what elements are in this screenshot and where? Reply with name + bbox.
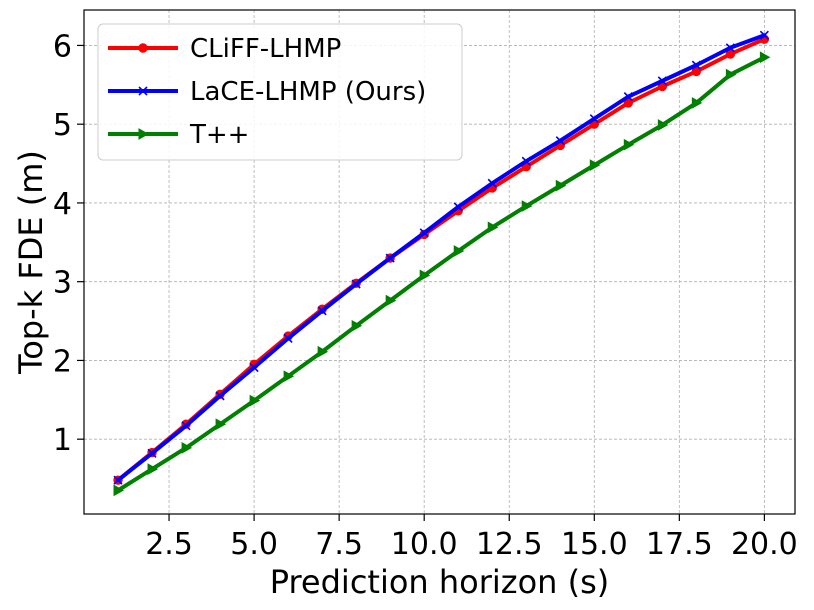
data-point bbox=[759, 51, 771, 64]
y-tick-label: 3 bbox=[53, 266, 72, 301]
data-point bbox=[385, 294, 397, 307]
data-point bbox=[521, 156, 531, 166]
x-tick-label: 10.0 bbox=[391, 527, 458, 562]
x-tick-label: 2.5 bbox=[145, 527, 193, 562]
series-line bbox=[116, 55, 767, 493]
data-point bbox=[453, 245, 465, 257]
data-point bbox=[725, 43, 735, 53]
legend-label: T++ bbox=[189, 120, 249, 150]
data-point bbox=[555, 136, 565, 146]
data-point bbox=[589, 114, 599, 124]
data-point bbox=[113, 484, 125, 497]
legend: CLiFF-LHMP LaCE-LHMP (Ours) T++ bbox=[97, 23, 463, 161]
data-point bbox=[419, 228, 429, 238]
data-point bbox=[317, 345, 329, 358]
data-point bbox=[453, 202, 463, 212]
series-lace-lhmp-ours bbox=[113, 30, 769, 485]
data-point bbox=[147, 463, 159, 475]
legend-label: LaCE-LHMP (Ours) bbox=[190, 77, 426, 107]
data-point bbox=[215, 418, 227, 431]
y-tick-label: 5 bbox=[53, 108, 72, 143]
data-point bbox=[283, 370, 295, 383]
x-tick-label: 20.0 bbox=[731, 527, 798, 562]
data-point bbox=[317, 306, 327, 316]
legend-marker bbox=[138, 128, 150, 140]
y-tick-label: 4 bbox=[53, 187, 72, 222]
legend-frame bbox=[97, 23, 463, 161]
x-tick-label: 5.0 bbox=[230, 527, 278, 562]
data-point bbox=[351, 319, 363, 332]
data-point bbox=[113, 475, 123, 485]
data-point bbox=[249, 394, 261, 407]
data-point bbox=[691, 97, 703, 109]
data-point bbox=[181, 442, 193, 454]
legend-entry: T++ bbox=[108, 120, 249, 150]
data-point bbox=[385, 253, 395, 263]
legend-label: CLiFF-LHMP bbox=[190, 34, 341, 64]
data-point bbox=[215, 391, 225, 401]
series-line bbox=[116, 33, 767, 483]
data-point bbox=[147, 448, 157, 458]
data-point bbox=[589, 159, 601, 171]
data-point bbox=[657, 119, 669, 131]
data-point bbox=[283, 333, 293, 343]
x-tick-label: 12.5 bbox=[476, 527, 543, 562]
data-point bbox=[419, 269, 431, 282]
legend-marker bbox=[138, 43, 148, 53]
data-point bbox=[487, 178, 497, 188]
x-tick-label: 17.5 bbox=[646, 527, 713, 562]
data-point bbox=[759, 30, 769, 40]
legend-entry: LaCE-LHMP (Ours) bbox=[108, 77, 426, 107]
series-t bbox=[113, 51, 771, 497]
data-point bbox=[623, 92, 633, 102]
data-point bbox=[521, 200, 533, 212]
y-tick-label: 1 bbox=[53, 423, 72, 458]
x-tick-label: 15.0 bbox=[561, 527, 628, 562]
data-point bbox=[249, 362, 259, 373]
x-axis-label: Prediction horizon (s) bbox=[270, 563, 610, 601]
data-point bbox=[657, 76, 667, 86]
legend-entry: CLiFF-LHMP bbox=[108, 34, 341, 64]
data-point bbox=[623, 138, 635, 151]
data-point bbox=[725, 68, 737, 81]
y-axis-label: Top-k FDE (m) bbox=[12, 150, 50, 375]
data-point bbox=[555, 179, 567, 192]
legend-marker bbox=[138, 86, 148, 96]
data-point bbox=[487, 221, 499, 234]
ticks: 2.5 5.0 7.5 10.0 12.5 15.0 17.5 20.0 1 2 3 4 5 6 bbox=[53, 29, 798, 562]
data-point bbox=[181, 421, 191, 431]
data-point bbox=[351, 279, 361, 289]
plot-area-frame bbox=[83, 9, 796, 515]
series-layer bbox=[113, 30, 771, 497]
x-tick-label: 7.5 bbox=[315, 527, 363, 562]
y-tick-label: 2 bbox=[53, 344, 72, 379]
y-tick-label: 6 bbox=[53, 29, 72, 64]
data-point bbox=[691, 60, 701, 70]
